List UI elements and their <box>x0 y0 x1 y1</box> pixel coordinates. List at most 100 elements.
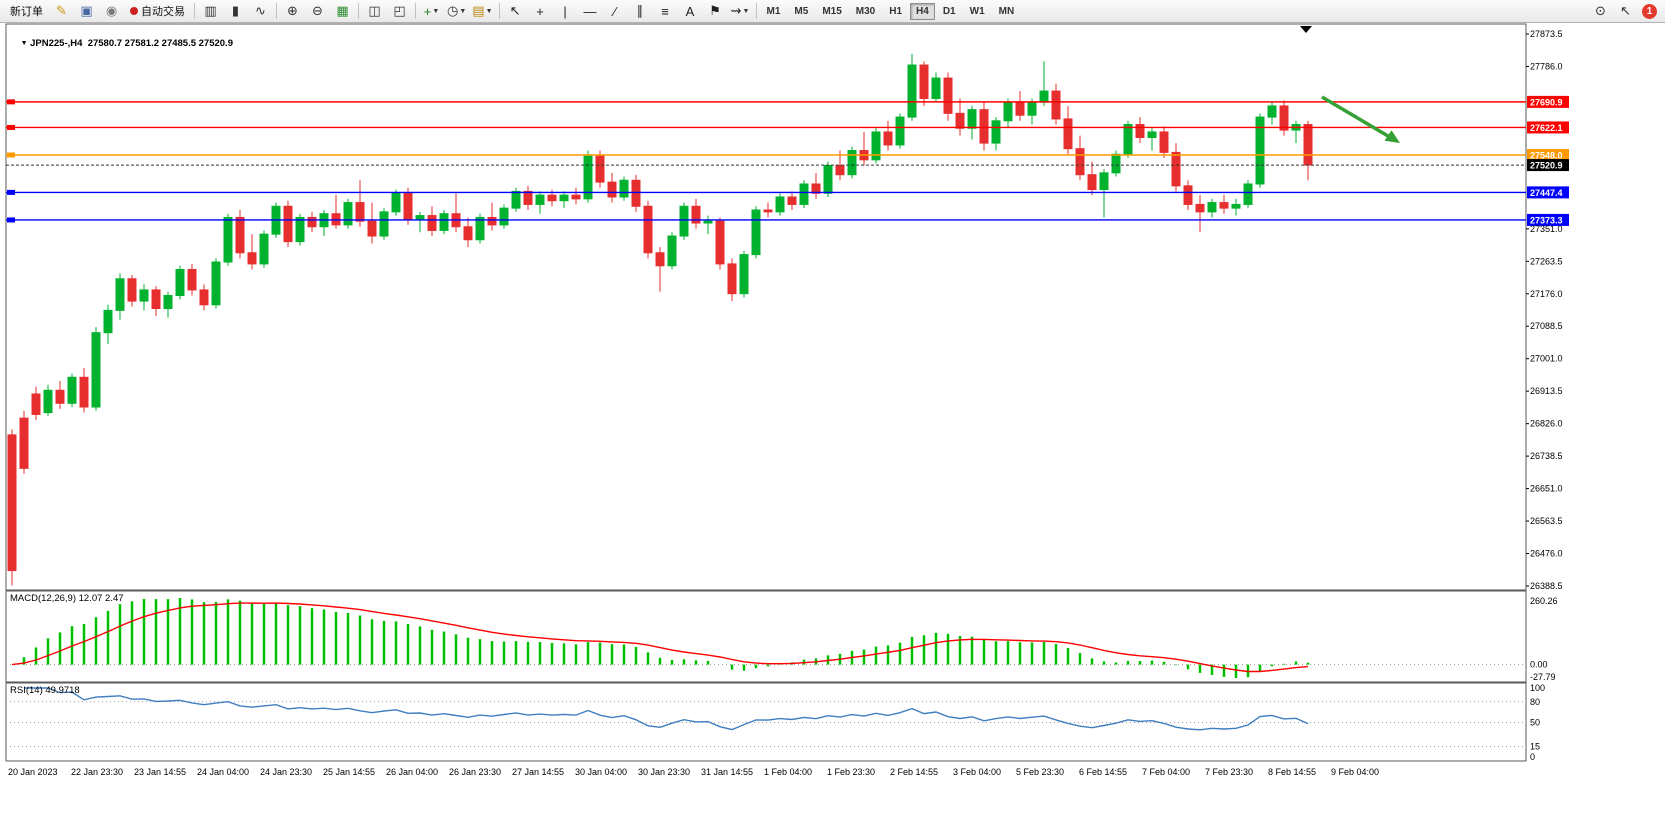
line-left-marker <box>7 124 15 130</box>
bear-candle <box>187 268 197 291</box>
profiles-clock-icon[interactable]: ◷ ▼ <box>447 3 467 18</box>
new-order-button[interactable]: 新订单 <box>10 6 43 18</box>
bull-candle <box>1123 124 1133 155</box>
zoom-out-icon[interactable]: ⊖ <box>312 3 323 18</box>
svg-text:50: 50 <box>1530 718 1540 728</box>
notification-badge[interactable]: 1 <box>1642 3 1657 19</box>
vertical-line-icon[interactable]: | <box>563 3 567 19</box>
chart-shift-marker <box>1300 26 1312 33</box>
trend-arrow-annotation[interactable] <box>1321 95 1400 143</box>
timeframe-mn[interactable]: MN <box>998 5 1015 17</box>
pointer-icon[interactable]: ↖ <box>1620 3 1631 18</box>
bull-candle <box>1027 101 1037 116</box>
svg-text:24 Jan 04:00: 24 Jan 04:00 <box>197 767 249 777</box>
bear-candle <box>595 155 605 183</box>
bear-candle <box>547 194 557 202</box>
bear-candle <box>127 278 137 302</box>
text-icon[interactable]: A <box>685 3 695 19</box>
timeframe-m15[interactable]: M15 <box>822 5 842 17</box>
bull-candle <box>1231 203 1241 209</box>
search-icon[interactable]: ⊙ <box>1595 3 1606 18</box>
svg-text:27373.3: 27373.3 <box>1530 215 1563 225</box>
bull-candle <box>391 192 401 213</box>
bear-candle <box>1279 105 1289 131</box>
bull-candle <box>499 207 509 226</box>
bull-candle <box>667 235 677 267</box>
price-tag: 27447.4 <box>1527 186 1569 199</box>
svg-text:26651.0: 26651.0 <box>1530 484 1563 494</box>
bull-candle <box>739 254 749 295</box>
bear-candle <box>1183 185 1193 205</box>
bull-candle <box>907 64 917 118</box>
bull-candle <box>295 216 305 243</box>
bear-candle <box>199 289 209 306</box>
help-icon[interactable]: ◉ <box>105 3 118 18</box>
bull-candle <box>871 131 881 161</box>
bull-candle <box>991 120 1001 144</box>
bear-candle <box>1015 101 1025 116</box>
arrows-tool-icon[interactable]: ⇝ ▼ <box>730 3 750 18</box>
new-chart-icon[interactable]: + ▼ <box>423 3 440 19</box>
bear-candle <box>19 417 29 469</box>
editor-icon[interactable]: ✎ <box>56 3 67 18</box>
price-tag: 27520.9 <box>1527 159 1569 172</box>
bull-candle <box>115 278 125 311</box>
svg-text:27088.5: 27088.5 <box>1530 321 1563 331</box>
bull-candle <box>1003 101 1013 122</box>
cursor-icon[interactable]: ↖ <box>509 3 521 18</box>
bear-candle <box>247 252 257 265</box>
line-left-marker <box>7 189 15 195</box>
timeframe-h1[interactable]: H1 <box>889 5 903 17</box>
svg-text:27622.1: 27622.1 <box>1530 123 1563 133</box>
svg-text:26 Jan 04:00: 26 Jan 04:00 <box>386 767 438 777</box>
timeframe-m30[interactable]: M30 <box>855 5 876 17</box>
timeframe-m5[interactable]: M5 <box>794 5 809 17</box>
indicators-icon[interactable]: ▤ ▼ <box>472 3 493 18</box>
line-chart-icon[interactable]: ∿ <box>255 3 266 18</box>
bull-candle <box>535 194 545 205</box>
bear-candle <box>955 112 965 129</box>
bull-candle <box>799 183 809 205</box>
timeframe-m1[interactable]: M1 <box>766 5 781 17</box>
bear-candle <box>31 393 41 415</box>
svg-text:0.00: 0.00 <box>1530 660 1548 670</box>
bull-candle <box>103 309 113 334</box>
bull-candle <box>1207 202 1217 213</box>
bull-candle <box>175 268 185 297</box>
tile-windows-icon[interactable]: ▦ <box>336 3 349 18</box>
cascade-windows-icon[interactable]: ◫ <box>368 3 381 18</box>
channel-icon[interactable]: ∥ <box>636 3 644 18</box>
timeframe-d1[interactable]: D1 <box>942 5 956 17</box>
bear-candle <box>55 389 65 404</box>
svg-text:26563.5: 26563.5 <box>1530 516 1563 526</box>
svg-text:26913.5: 26913.5 <box>1530 386 1563 396</box>
symbol-ohlc-text: JPN225-,H4 27580.7 27581.2 27485.5 27520… <box>27 38 233 49</box>
label-icon[interactable]: ⚑ <box>709 3 721 18</box>
horizontal-line-icon[interactable]: — <box>583 3 597 19</box>
autotrading-status-icon <box>130 7 138 15</box>
svg-text:1 Feb 04:00: 1 Feb 04:00 <box>764 767 812 777</box>
bull-candle <box>775 196 785 213</box>
bear-candle <box>787 196 797 205</box>
macd-panel <box>5 590 1527 683</box>
fibonacci-icon[interactable]: ≡ <box>661 3 669 19</box>
autotrading-button[interactable]: 自动交易 <box>124 0 191 22</box>
trendline-icon[interactable]: ∕ <box>613 3 617 19</box>
chevron-down-icon[interactable]: ▼ <box>20 40 28 47</box>
crosshair-icon[interactable]: + <box>536 3 544 19</box>
tile-vertical-icon[interactable]: ◰ <box>393 3 406 18</box>
bar-chart-icon[interactable]: ▥ <box>204 3 217 18</box>
bear-candle <box>1171 151 1181 187</box>
candlestick-chart-icon[interactable]: ▮ <box>231 3 240 18</box>
zoom-in-icon[interactable]: ⊕ <box>287 3 298 18</box>
svg-text:27548.0: 27548.0 <box>1530 150 1563 160</box>
terminal-window-icon[interactable]: ▣ <box>80 3 93 18</box>
bull-candle <box>259 233 269 265</box>
svg-text:27786.0: 27786.0 <box>1530 61 1563 71</box>
timeframe-w1[interactable]: W1 <box>969 5 985 17</box>
line-left-marker <box>7 217 15 223</box>
bull-candle <box>619 179 629 198</box>
timeframe-h4[interactable]: H4 <box>910 2 935 20</box>
bull-candle <box>703 220 713 224</box>
